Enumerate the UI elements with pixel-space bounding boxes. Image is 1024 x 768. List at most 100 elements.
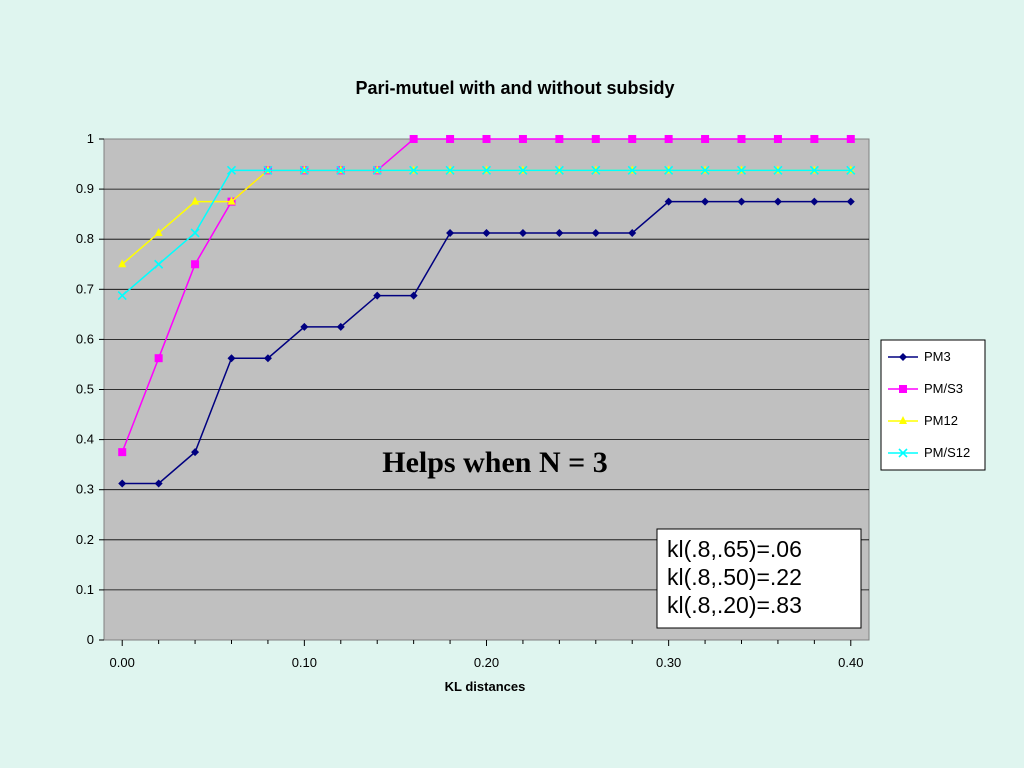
series-pm3-point <box>701 197 710 206</box>
series-pm-s12-point <box>591 165 601 175</box>
series-pm-s12-point <box>736 165 747 175</box>
series-pm3-point <box>227 354 236 363</box>
series-pm-s12-point <box>336 165 346 175</box>
series-pm-s3-point <box>628 135 637 143</box>
series-pm-s3-point <box>737 135 746 143</box>
annotation-helps-when: Helps when N = 3 <box>382 446 607 479</box>
x-axis-label: KL distances <box>445 679 526 694</box>
series-pm-s3-point <box>191 260 200 269</box>
legend-item-pm-s3: PM/S3 <box>888 381 963 396</box>
info-box-line-3: kl(.8,.20)=.83 <box>667 592 802 618</box>
series-pm-s3-point <box>773 135 782 143</box>
y-tick-label: 0.5 <box>76 382 94 397</box>
series-pm3-point <box>482 228 491 237</box>
series-pm3-point <box>664 197 673 206</box>
x-tick-label: 0.20 <box>474 655 499 670</box>
chart-title: Pari-mutuel with and without subsidy <box>355 78 674 98</box>
series-pm-s3-point <box>118 448 127 457</box>
legend-marker <box>899 353 907 361</box>
legend-label: PM/S3 <box>924 381 963 396</box>
series-pm3-point <box>810 197 819 206</box>
series-pm12-point <box>227 196 236 205</box>
series-pm3-point <box>191 448 200 457</box>
legend-marker <box>898 448 908 458</box>
series-pm3-point <box>737 197 746 206</box>
legend-label: PM/S12 <box>924 445 970 460</box>
series-pm-s3-point <box>482 135 491 143</box>
series-pm3-point <box>154 479 163 488</box>
info-box-line-1: kl(.8,.65)=.06 <box>667 536 802 562</box>
series-layer <box>117 135 856 488</box>
series-pm3-point <box>591 228 600 237</box>
series-pm-s12-point <box>299 165 309 175</box>
y-tick-label: 0.7 <box>76 281 94 296</box>
series-pm3 <box>118 197 855 488</box>
series-pm-s12-point <box>518 165 528 175</box>
series-pm-s3-point <box>591 135 600 143</box>
series-pm3-point <box>118 479 127 488</box>
series-pm3-point <box>555 228 564 237</box>
y-tick-label: 0.1 <box>76 582 94 597</box>
series-pm12-point <box>191 196 200 205</box>
series-pm-s3-point <box>446 135 455 143</box>
series-pm3-point <box>446 228 455 237</box>
legend-marker <box>899 385 907 393</box>
series-pm-s12-point <box>664 165 674 175</box>
x-tick-label: 0.40 <box>838 655 863 670</box>
y-tick-label: 0.9 <box>76 181 94 196</box>
series-pm-s12-point <box>409 165 419 175</box>
series-pm-s12-point <box>700 165 710 175</box>
y-tick-label: 0 <box>87 632 94 647</box>
series-pm3-point <box>846 197 855 206</box>
legend-label: PM12 <box>924 413 958 428</box>
legend: PM3 PM/S3 PM12 PM/S12 <box>880 339 986 471</box>
series-pm-s12-point <box>372 165 382 175</box>
series-pm-s12-point <box>190 228 200 238</box>
series-pm3-point <box>628 228 637 237</box>
series-pm-s12-point <box>627 165 637 175</box>
info-box: kl(.8,.65)=.06 kl(.8,.50)=.22 kl(.8,.20)… <box>656 528 862 629</box>
y-tick-label: 0.6 <box>76 331 94 346</box>
series-pm-s12-point <box>117 290 127 301</box>
series-pm-s12-point <box>809 165 819 175</box>
series-pm-s12-point <box>554 165 564 175</box>
axes: 0 0.1 0.2 0.3 0.4 0.5 0.6 0.7 0.8 0.9 1 0.00 0.10 0.2… <box>76 131 864 670</box>
y-tick-label: 0.8 <box>76 231 94 246</box>
series-pm-s12-point <box>481 165 492 175</box>
y-tick-label: 0.4 <box>76 432 94 447</box>
series-pm3-point <box>373 291 382 300</box>
series-pm3-point <box>409 291 418 300</box>
series-pm-s3-point <box>409 135 418 143</box>
series-pm-s12-point <box>154 259 164 269</box>
series-pm-s3-point <box>555 135 564 143</box>
legend-marker <box>899 416 907 424</box>
y-tick-label: 1 <box>87 131 94 146</box>
legend-item-pm3: PM3 <box>888 349 951 364</box>
x-tick-label: 0.10 <box>292 655 317 670</box>
series-pm3-point <box>518 228 527 237</box>
series-pm-s3-point <box>846 135 855 143</box>
legend-box <box>880 339 986 471</box>
series-pm-s3-point <box>701 135 710 143</box>
series-pm3-point <box>336 322 345 331</box>
legend-item-pm-s12: PM/S12 <box>888 445 970 460</box>
series-pm-s3-point <box>810 135 819 143</box>
series-pm12-point <box>154 227 163 236</box>
series-pm-s12 <box>117 165 856 301</box>
series-pm-s12-point <box>846 165 856 175</box>
series-pm-s12-point <box>263 165 273 175</box>
series-pm-s3-point <box>154 354 163 363</box>
x-tick-label: 0.30 <box>656 655 681 670</box>
series-pm-s12-point <box>773 165 783 175</box>
series-pm12-point <box>118 259 127 268</box>
y-tick-label: 0.3 <box>76 482 94 497</box>
info-box-frame <box>656 528 862 629</box>
info-box-line-2: kl(.8,.50)=.22 <box>667 564 802 590</box>
legend-label: PM3 <box>924 349 951 364</box>
series-pm3-point <box>773 197 782 206</box>
series-pm3-point <box>300 322 309 331</box>
series-pm-s12-point <box>226 165 237 175</box>
y-tick-label: 0.2 <box>76 532 94 547</box>
series-pm-s3-point <box>518 135 527 143</box>
